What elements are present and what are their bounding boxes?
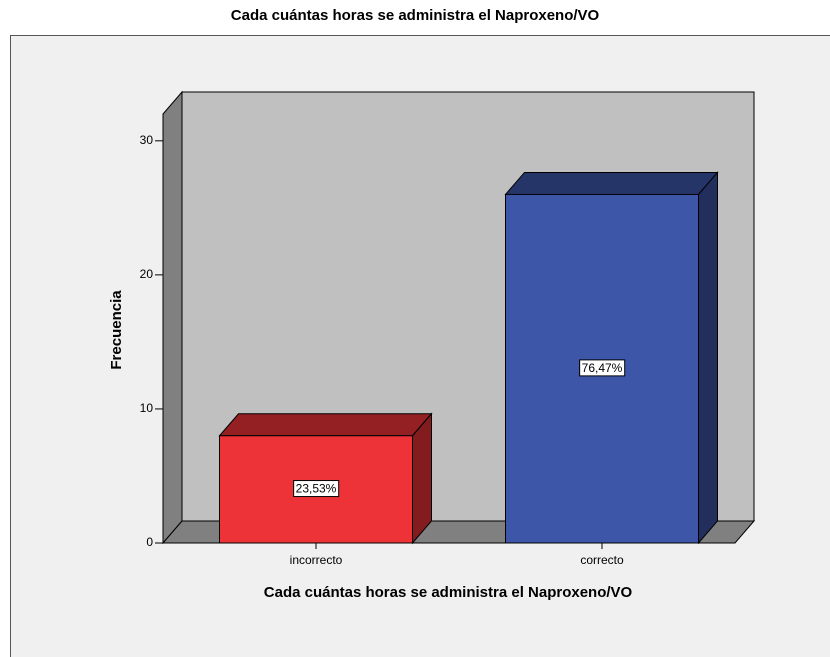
x-tick-label: incorrecto xyxy=(290,553,343,567)
y-tick-label: 20 xyxy=(140,267,154,281)
data-label: 23,53% xyxy=(296,482,337,496)
chart-title: Cada cuántas horas se administra el Napr… xyxy=(231,7,600,24)
y-axis-title: Frecuencia xyxy=(108,290,125,370)
bar-top xyxy=(218,413,433,437)
side-wall xyxy=(162,90,183,545)
bar-side xyxy=(698,171,718,545)
x-tick-label: correcto xyxy=(580,553,624,567)
y-tick-label: 30 xyxy=(140,133,154,147)
bar-side xyxy=(412,412,432,545)
y-tick-label: 0 xyxy=(146,535,153,549)
x-axis-title: Cada cuántas horas se administra el Napr… xyxy=(264,584,633,601)
data-label: 76,47% xyxy=(582,361,623,375)
data-label-box xyxy=(293,480,340,498)
data-label-box xyxy=(579,359,626,377)
y-tick-label: 10 xyxy=(140,401,154,415)
bar-top xyxy=(504,171,719,195)
